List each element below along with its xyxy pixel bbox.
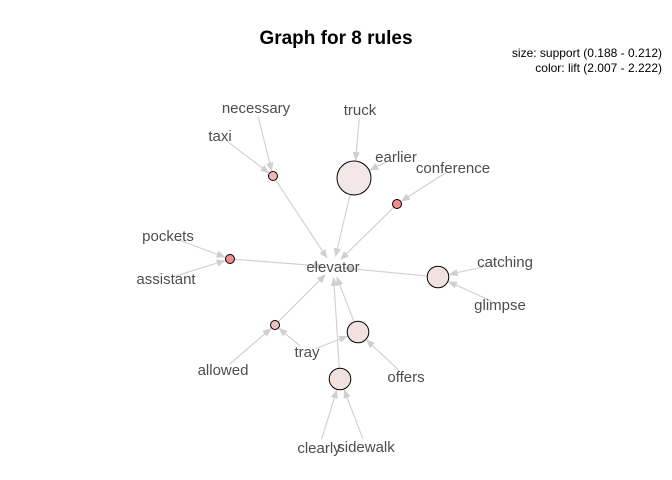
item-label-offers: offers: [387, 369, 424, 386]
edge-tray-to-r7: [315, 335, 348, 350]
item-label-clearly: clearly: [297, 440, 341, 457]
edge-catching-to-r5: [448, 263, 497, 277]
legend-size: size: support (0.188 - 0.212): [511, 46, 662, 60]
edge-r5-to-elevator: [343, 265, 428, 277]
item-label-truck: truck: [344, 102, 377, 119]
edge-taxi-to-r1: [226, 140, 270, 174]
rule-node-r6: [270, 320, 280, 330]
item-label-pockets: pockets: [142, 228, 194, 245]
edge-assistant-to-r4: [174, 259, 226, 277]
graph-title: Graph for 8 rules: [259, 28, 413, 49]
item-label-earlier: earlier: [375, 149, 417, 166]
item-label-taxi: taxi: [208, 128, 231, 145]
item-label-allowed: allowed: [198, 362, 249, 379]
edge-earlier-to-r2: [369, 160, 389, 171]
edge-allowed-to-r6: [229, 328, 272, 365]
rule-node-r1: [268, 171, 278, 181]
rule-node-r7: [346, 320, 370, 344]
edge-r8-to-elevator: [330, 277, 340, 369]
graph-legend: size: support (0.188 - 0.212) color: lif…: [512, 46, 662, 76]
rule-node-r5: [426, 265, 450, 289]
edge-r1-to-elevator: [275, 179, 328, 259]
item-label-tray: tray: [294, 344, 320, 361]
rule-node-r2: [336, 160, 372, 196]
edge-r6-to-elevator: [277, 274, 326, 323]
edge-r4-to-elevator: [234, 258, 323, 270]
legend-color: color: lift (2.007 - 2.222): [535, 61, 662, 75]
item-label-sidewalk: sidewalk: [337, 439, 395, 456]
edge-tray-to-r6: [278, 327, 301, 347]
edge-clearly-to-r8: [321, 389, 338, 440]
item-label-catching: catching: [477, 254, 533, 271]
item-label-necessary: necessary: [222, 100, 291, 117]
rule-node-r8: [328, 367, 352, 391]
item-label-conference: conference: [416, 160, 490, 177]
item-label-elevator: elevator: [306, 259, 359, 276]
item-label-glimpse: glimpse: [474, 297, 526, 314]
edge-r3-to-elevator: [340, 206, 395, 260]
edge-pockets-to-r4: [176, 238, 226, 258]
edge-truck-to-r2: [352, 118, 360, 161]
edge-r2-to-elevator: [333, 194, 351, 258]
rule-node-r3: [392, 199, 402, 209]
edge-necessary-to-r1: [257, 116, 274, 172]
edge-glimpse-to-r5: [447, 281, 493, 302]
edge-offers-to-r7: [365, 339, 400, 372]
edge-sidewalk-to-r8: [343, 389, 364, 439]
edge-r7-to-elevator: [336, 276, 355, 323]
item-label-assistant: assistant: [136, 271, 196, 288]
edge-conference-to-r3: [400, 172, 446, 202]
rule-node-r4: [225, 254, 235, 264]
